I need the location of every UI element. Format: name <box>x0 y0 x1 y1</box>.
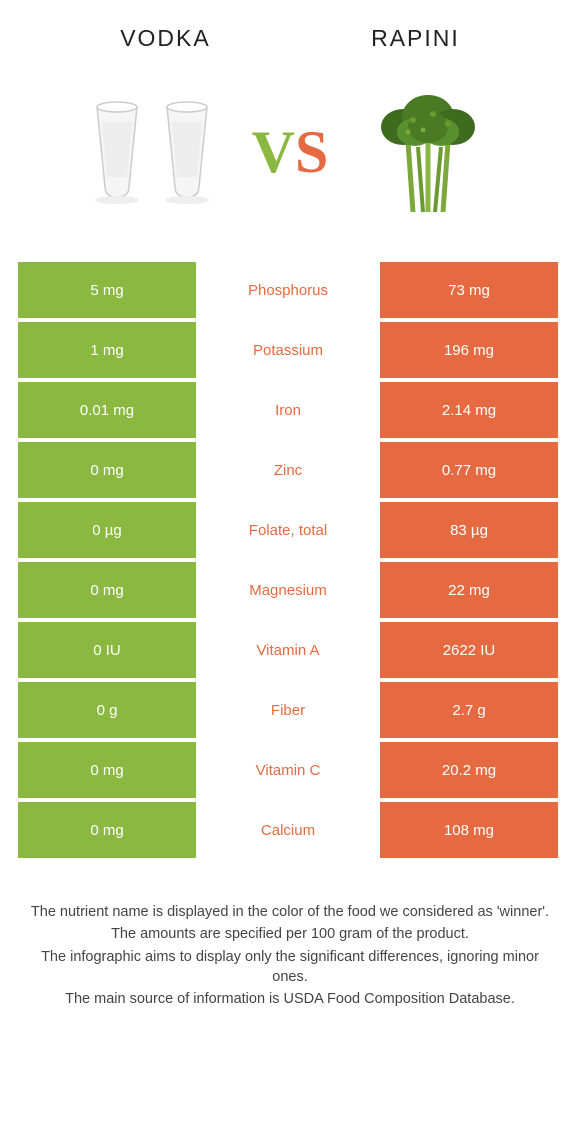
left-value: 0 mg <box>18 742 196 798</box>
left-value: 5 mg <box>18 262 196 318</box>
footnote-line: The main source of information is USDA F… <box>28 989 552 1009</box>
right-value: 108 mg <box>380 802 558 858</box>
nutrient-name: Vitamin A <box>196 622 380 678</box>
table-row: 0 µgFolate, total83 µg <box>18 502 562 558</box>
right-food-title: RAPINI <box>371 25 460 52</box>
right-value: 73 mg <box>380 262 558 318</box>
footnote-line: The infographic aims to display only the… <box>28 947 552 988</box>
footnotes: The nutrient name is displayed in the co… <box>0 862 580 1009</box>
nutrient-name: Potassium <box>196 322 380 378</box>
left-value: 0 µg <box>18 502 196 558</box>
nutrient-table: 5 mgPhosphorus73 mg1 mgPotassium196 mg0.… <box>18 262 562 858</box>
right-value: 83 µg <box>380 502 558 558</box>
table-row: 0 mgCalcium108 mg <box>18 802 562 858</box>
left-value: 0.01 mg <box>18 382 196 438</box>
rapini-image <box>353 82 503 222</box>
table-row: 0 gFiber2.7 g <box>18 682 562 738</box>
vs-s: S <box>295 119 328 185</box>
nutrient-name: Folate, total <box>196 502 380 558</box>
vs-label: VS <box>252 118 329 187</box>
table-row: 0 mgZinc0.77 mg <box>18 442 562 498</box>
footnote-line: The nutrient name is displayed in the co… <box>28 902 552 922</box>
left-value: 0 mg <box>18 802 196 858</box>
vodka-image <box>77 82 227 222</box>
images-row: VS <box>0 62 580 262</box>
right-value: 2.14 mg <box>380 382 558 438</box>
nutrient-name: Phosphorus <box>196 262 380 318</box>
nutrient-name: Iron <box>196 382 380 438</box>
table-row: 0 mgVitamin C20.2 mg <box>18 742 562 798</box>
nutrient-name: Calcium <box>196 802 380 858</box>
table-row: 0.01 mgIron2.14 mg <box>18 382 562 438</box>
right-value: 0.77 mg <box>380 442 558 498</box>
left-value: 0 mg <box>18 442 196 498</box>
table-row: 0 mgMagnesium22 mg <box>18 562 562 618</box>
nutrient-name: Zinc <box>196 442 380 498</box>
right-value: 20.2 mg <box>380 742 558 798</box>
left-value: 0 g <box>18 682 196 738</box>
left-value: 1 mg <box>18 322 196 378</box>
footnote-line: The amounts are specified per 100 gram o… <box>28 924 552 944</box>
table-row: 5 mgPhosphorus73 mg <box>18 262 562 318</box>
vs-v: V <box>252 119 295 185</box>
right-value: 22 mg <box>380 562 558 618</box>
nutrient-name: Vitamin C <box>196 742 380 798</box>
right-value: 196 mg <box>380 322 558 378</box>
right-value: 2622 IU <box>380 622 558 678</box>
table-row: 1 mgPotassium196 mg <box>18 322 562 378</box>
table-row: 0 IUVitamin A2622 IU <box>18 622 562 678</box>
nutrient-name: Magnesium <box>196 562 380 618</box>
header: VODKA RAPINI <box>0 0 580 62</box>
left-food-title: VODKA <box>120 25 211 52</box>
left-value: 0 mg <box>18 562 196 618</box>
nutrient-name: Fiber <box>196 682 380 738</box>
right-value: 2.7 g <box>380 682 558 738</box>
left-value: 0 IU <box>18 622 196 678</box>
